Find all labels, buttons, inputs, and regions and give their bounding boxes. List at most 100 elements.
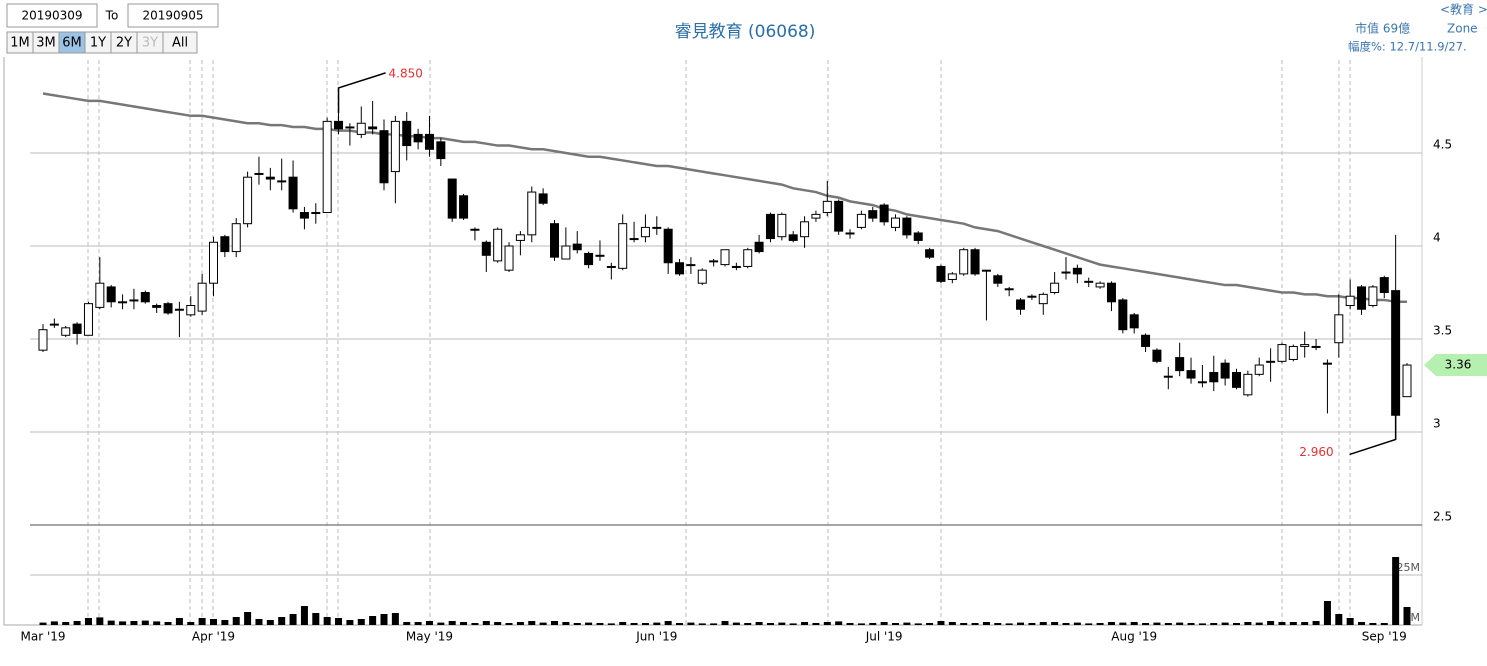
- volume-bar: [153, 621, 161, 625]
- x-tick-label: Jun '19: [635, 630, 677, 644]
- candle-body: [1368, 286, 1378, 307]
- candle-body: [49, 323, 59, 326]
- volume-bar: [960, 623, 968, 625]
- candle-body: [709, 260, 719, 263]
- volume-bar: [1164, 623, 1172, 625]
- volume-bar: [84, 618, 92, 625]
- volume-bar: [1289, 622, 1297, 625]
- volume-bar: [1267, 621, 1275, 625]
- candle-body: [1322, 362, 1332, 365]
- volume-bar: [39, 622, 47, 625]
- candle-body: [1016, 299, 1026, 310]
- candle-body: [106, 286, 116, 303]
- volume-bar: [653, 622, 661, 625]
- candle-body: [459, 195, 469, 219]
- candle-body: [1084, 280, 1094, 283]
- last-price-label: 3.36: [1445, 358, 1472, 372]
- volume-bar: [471, 623, 479, 625]
- candle-body: [1391, 290, 1401, 416]
- x-tick-label: Jul '19: [865, 630, 903, 644]
- volume-bar: [1403, 607, 1411, 625]
- volume-bar: [369, 616, 377, 625]
- range-label: 1M: [10, 36, 30, 51]
- candle-body: [584, 252, 594, 266]
- candle-body: [95, 282, 105, 308]
- volume-bar: [596, 623, 604, 625]
- volume-bar: [585, 622, 593, 625]
- to-input[interactable]: [127, 3, 219, 28]
- candle-body: [277, 180, 287, 183]
- candle-body: [811, 213, 821, 219]
- volume-bar: [266, 620, 274, 625]
- volume-bar: [1323, 601, 1331, 625]
- volume-bar: [1301, 622, 1309, 625]
- candle-body: [618, 223, 628, 269]
- volume-bar: [1233, 623, 1240, 625]
- volume-bar: [1255, 622, 1263, 625]
- volume-bar: [789, 623, 797, 625]
- range-label: 1Y: [90, 36, 106, 51]
- candle-body: [1186, 370, 1196, 379]
- volume-bar: [437, 622, 445, 625]
- volume-bar: [221, 620, 229, 625]
- candle-body: [118, 301, 128, 304]
- candle-body: [1334, 314, 1344, 344]
- volume-bar: [1369, 623, 1377, 625]
- candle-body: [1357, 286, 1367, 310]
- candle-body: [572, 243, 582, 251]
- volume-bar: [619, 622, 627, 625]
- volume-bar: [425, 621, 433, 625]
- candle-body: [959, 249, 969, 275]
- volume-bar: [687, 622, 695, 625]
- volume-bar: [1221, 622, 1229, 625]
- candle-body: [1129, 314, 1139, 329]
- candle-body: [1061, 271, 1071, 274]
- candle-body: [663, 228, 673, 264]
- category-link[interactable]: <教育 >: [1440, 2, 1487, 17]
- candle-body: [754, 241, 764, 253]
- candle-body: [993, 275, 1003, 284]
- volume-bar: [175, 618, 183, 625]
- candle-body: [334, 120, 344, 130]
- y-tick-label: 3.5: [1433, 324, 1452, 338]
- candle-body: [675, 262, 685, 275]
- candle-body: [800, 221, 810, 238]
- candle-body: [243, 176, 253, 225]
- volume-bar: [1051, 622, 1059, 625]
- candle-body: [697, 269, 707, 284]
- candle-body: [265, 176, 275, 180]
- candle-body: [686, 264, 696, 267]
- volume-bar: [1119, 622, 1127, 625]
- volume-bar: [1130, 622, 1138, 625]
- candle-body: [481, 241, 491, 256]
- volume-bar: [1346, 618, 1354, 625]
- to-label: To: [105, 9, 119, 23]
- candle-body: [1288, 345, 1298, 360]
- volume-bar: [721, 621, 729, 625]
- from-input[interactable]: [6, 3, 98, 28]
- volume-bar: [505, 623, 513, 625]
- volume-bar: [164, 622, 172, 625]
- volume-bar: [812, 623, 820, 625]
- candle-body: [561, 245, 571, 260]
- candle-body: [1300, 344, 1310, 347]
- volume-bar: [187, 622, 195, 625]
- volume-bar: [1005, 623, 1013, 625]
- volume-bar: [835, 621, 843, 625]
- candle-body: [1106, 282, 1116, 303]
- volume-bar: [210, 619, 217, 625]
- volume-bar: [278, 617, 286, 625]
- candle-body: [1152, 349, 1162, 362]
- volume-bar: [926, 623, 934, 625]
- candle-body: [1311, 345, 1321, 348]
- volume-bar: [1153, 622, 1161, 625]
- candle-body: [868, 210, 878, 219]
- candle-body: [527, 191, 537, 236]
- moving-average: [42, 92, 1407, 304]
- volume-bar: [676, 623, 684, 625]
- volume-bar: [323, 617, 331, 625]
- range-button[interactable]: [162, 31, 198, 54]
- candle-body: [220, 236, 230, 253]
- candle-body: [629, 238, 639, 241]
